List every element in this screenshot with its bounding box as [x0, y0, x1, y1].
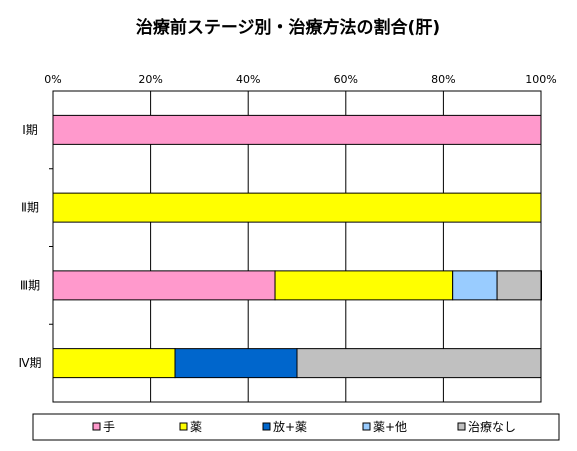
chart-title: 治療前ステージ別・治療方法の割合(肝) — [136, 17, 440, 38]
legend-label: 放+薬 — [273, 419, 307, 434]
legend-box — [32, 413, 560, 441]
legend-label: 薬+他 — [373, 420, 407, 434]
plot-border — [52, 90, 542, 403]
bar-segment — [52, 192, 542, 223]
legend-swatch — [92, 422, 101, 431]
legend: 手 薬 放+薬 薬+他 治療なし — [32, 413, 560, 441]
x-tick-label: 60% — [334, 73, 358, 86]
bar-segment — [52, 348, 176, 379]
category-label: Ⅳ期 — [18, 356, 41, 370]
bar-segment — [274, 270, 454, 301]
bar-segment — [174, 348, 298, 379]
legend-swatch — [362, 422, 371, 431]
legend-swatch — [457, 422, 466, 431]
bar-segment — [452, 270, 498, 301]
legend-label: 手 — [103, 420, 115, 434]
x-tick-label: 80% — [431, 73, 455, 86]
plot-area: 0% 20% 40% 60% 80% 100% Ⅰ期 Ⅱ期 Ⅲ期 Ⅳ期 — [18, 73, 557, 403]
category-label: Ⅱ期 — [21, 201, 39, 215]
category-label: Ⅰ期 — [22, 123, 38, 137]
bar-segment — [52, 114, 542, 145]
category-label: Ⅲ期 — [20, 278, 40, 292]
x-tick-label: 100% — [525, 73, 556, 86]
bar-segment — [52, 270, 276, 301]
bar-segment — [496, 270, 542, 301]
legend-label: 薬 — [190, 420, 202, 434]
legend-swatch — [179, 422, 188, 431]
legend-label: 治療なし — [468, 420, 516, 434]
x-tick-label: 40% — [236, 73, 260, 86]
x-tick-label: 0% — [44, 73, 61, 86]
bar-segment — [296, 348, 542, 379]
legend-swatch — [262, 422, 271, 431]
x-tick-label: 20% — [138, 73, 162, 86]
